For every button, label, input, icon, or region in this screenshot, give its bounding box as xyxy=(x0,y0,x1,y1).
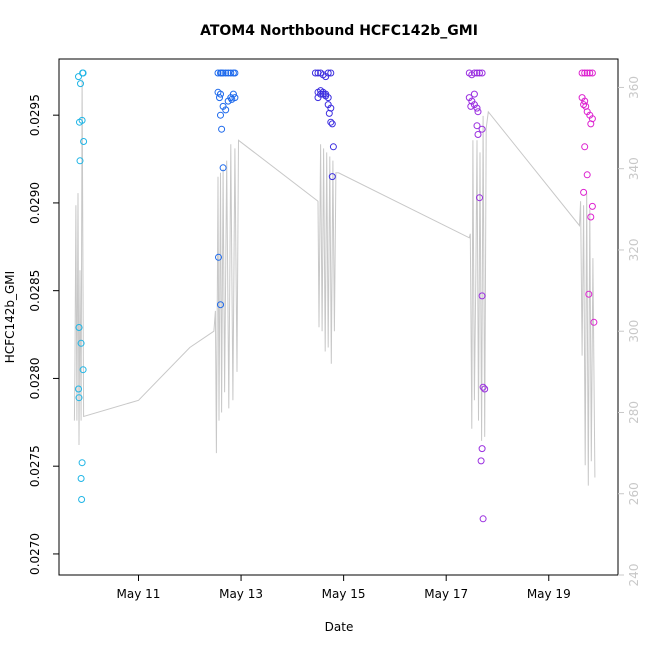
scatter-point xyxy=(587,213,595,221)
y-right-tick-label: 260 xyxy=(627,482,641,505)
scatter-point xyxy=(214,69,222,77)
scatter-point xyxy=(79,366,87,374)
y-axis-right: 240 260 280 300 320 340 360 xyxy=(618,76,641,586)
y-right-tick-label: 280 xyxy=(627,401,641,424)
scatter-point xyxy=(328,120,336,128)
scatter-point xyxy=(473,69,481,77)
plot-area xyxy=(73,69,598,523)
scatter-point xyxy=(324,69,332,77)
scatter-point xyxy=(76,157,84,165)
scatter-point xyxy=(322,90,330,98)
scatter-point xyxy=(479,383,487,391)
scatter-point xyxy=(75,73,82,81)
scatter-point xyxy=(474,108,482,116)
scatter-point xyxy=(327,118,335,126)
scatter-point xyxy=(586,69,594,77)
scatter-point xyxy=(231,94,239,102)
y-axis-label: HCFC142b_GMI xyxy=(3,271,17,363)
x-axis: May 11 May 13 May 15 May 17 May 19 xyxy=(117,575,571,601)
y-tick-label: 0.0275 xyxy=(28,445,42,487)
scatter-point xyxy=(470,69,478,77)
y-right-tick-label: 300 xyxy=(627,320,641,343)
scatter-point xyxy=(481,385,489,393)
scatter-point xyxy=(478,292,486,300)
scatter-point xyxy=(227,69,235,77)
scatter-point xyxy=(77,475,85,482)
scatter-point xyxy=(218,125,226,133)
scatter-point xyxy=(478,125,486,133)
y-tick-label: 0.0295 xyxy=(28,94,42,136)
scatter-point xyxy=(583,69,591,77)
y-right-tick-label: 340 xyxy=(627,157,641,180)
scatter-point xyxy=(473,104,481,112)
scatter-point xyxy=(478,445,486,453)
scatter-point xyxy=(77,80,84,88)
scatter-point xyxy=(79,69,87,77)
scatter-point xyxy=(476,194,483,202)
scatter-point xyxy=(585,290,593,298)
y-right-tick-label: 240 xyxy=(627,564,641,587)
x-tick-label: May 15 xyxy=(322,587,366,601)
scatter-point xyxy=(219,69,227,77)
y-right-tick-label: 320 xyxy=(627,239,641,262)
x-tick-label: May 19 xyxy=(527,587,571,601)
scatter-point xyxy=(311,69,319,77)
scatter-point xyxy=(478,69,486,77)
scatter-point xyxy=(78,459,86,467)
scatter-point xyxy=(216,94,223,102)
scatter-point xyxy=(578,69,586,77)
scatter-point xyxy=(327,69,335,77)
scatter-point xyxy=(219,164,227,172)
plot-frame xyxy=(58,58,619,576)
scatter-point xyxy=(78,496,86,503)
scatter-point xyxy=(215,253,222,261)
scatter-point xyxy=(75,324,83,331)
scatter-point xyxy=(217,301,224,309)
scatter-point xyxy=(231,69,239,77)
scatter-point xyxy=(222,69,230,77)
x-tick-label: May 13 xyxy=(219,587,263,601)
scatter-point xyxy=(581,69,589,77)
scatter-point xyxy=(473,122,481,130)
scatter-point xyxy=(78,116,86,124)
scatter-point xyxy=(580,101,588,109)
scatter-point xyxy=(217,90,224,98)
scatter-point xyxy=(588,69,596,77)
scatter-point xyxy=(581,143,589,151)
scatter-point xyxy=(581,97,589,105)
scatter-point xyxy=(590,318,598,326)
scatter-point xyxy=(479,515,487,523)
scatter-point xyxy=(580,188,588,196)
scatter-point xyxy=(325,109,333,117)
x-tick-label: May 17 xyxy=(424,587,468,601)
scatter-point xyxy=(467,102,475,110)
y-tick-label: 0.0290 xyxy=(28,182,42,224)
chart-title: ATOM4 Northbound HCFC142b_GMI xyxy=(200,23,478,39)
scatter-point xyxy=(224,69,232,77)
line-series xyxy=(73,79,596,486)
scatter-point xyxy=(470,90,478,98)
scatter-point xyxy=(587,120,595,128)
scatter-point xyxy=(77,339,85,347)
y-axis-left: 0.0270 0.0275 0.0280 0.0285 0.0290 0.0295 xyxy=(28,94,59,575)
scatter-point xyxy=(329,143,337,151)
scatter-point xyxy=(588,202,596,210)
y-tick-label: 0.0270 xyxy=(28,533,42,575)
scatter-point xyxy=(75,394,83,402)
scatter-point xyxy=(476,69,483,77)
y-tick-label: 0.0285 xyxy=(28,270,42,312)
x-tick-label: May 11 xyxy=(117,587,161,601)
scatter-point xyxy=(222,106,230,114)
y-right-tick-label: 360 xyxy=(627,76,641,99)
scatter-point xyxy=(75,385,82,393)
scatter-point xyxy=(477,457,485,465)
scatter-point xyxy=(474,131,482,138)
scatter-point xyxy=(80,138,88,145)
x-axis-label: Date xyxy=(325,620,354,634)
scatter-point xyxy=(328,173,336,181)
scatter-point xyxy=(583,171,591,179)
y-tick-label: 0.0280 xyxy=(28,357,42,399)
scatter-point xyxy=(217,111,224,119)
